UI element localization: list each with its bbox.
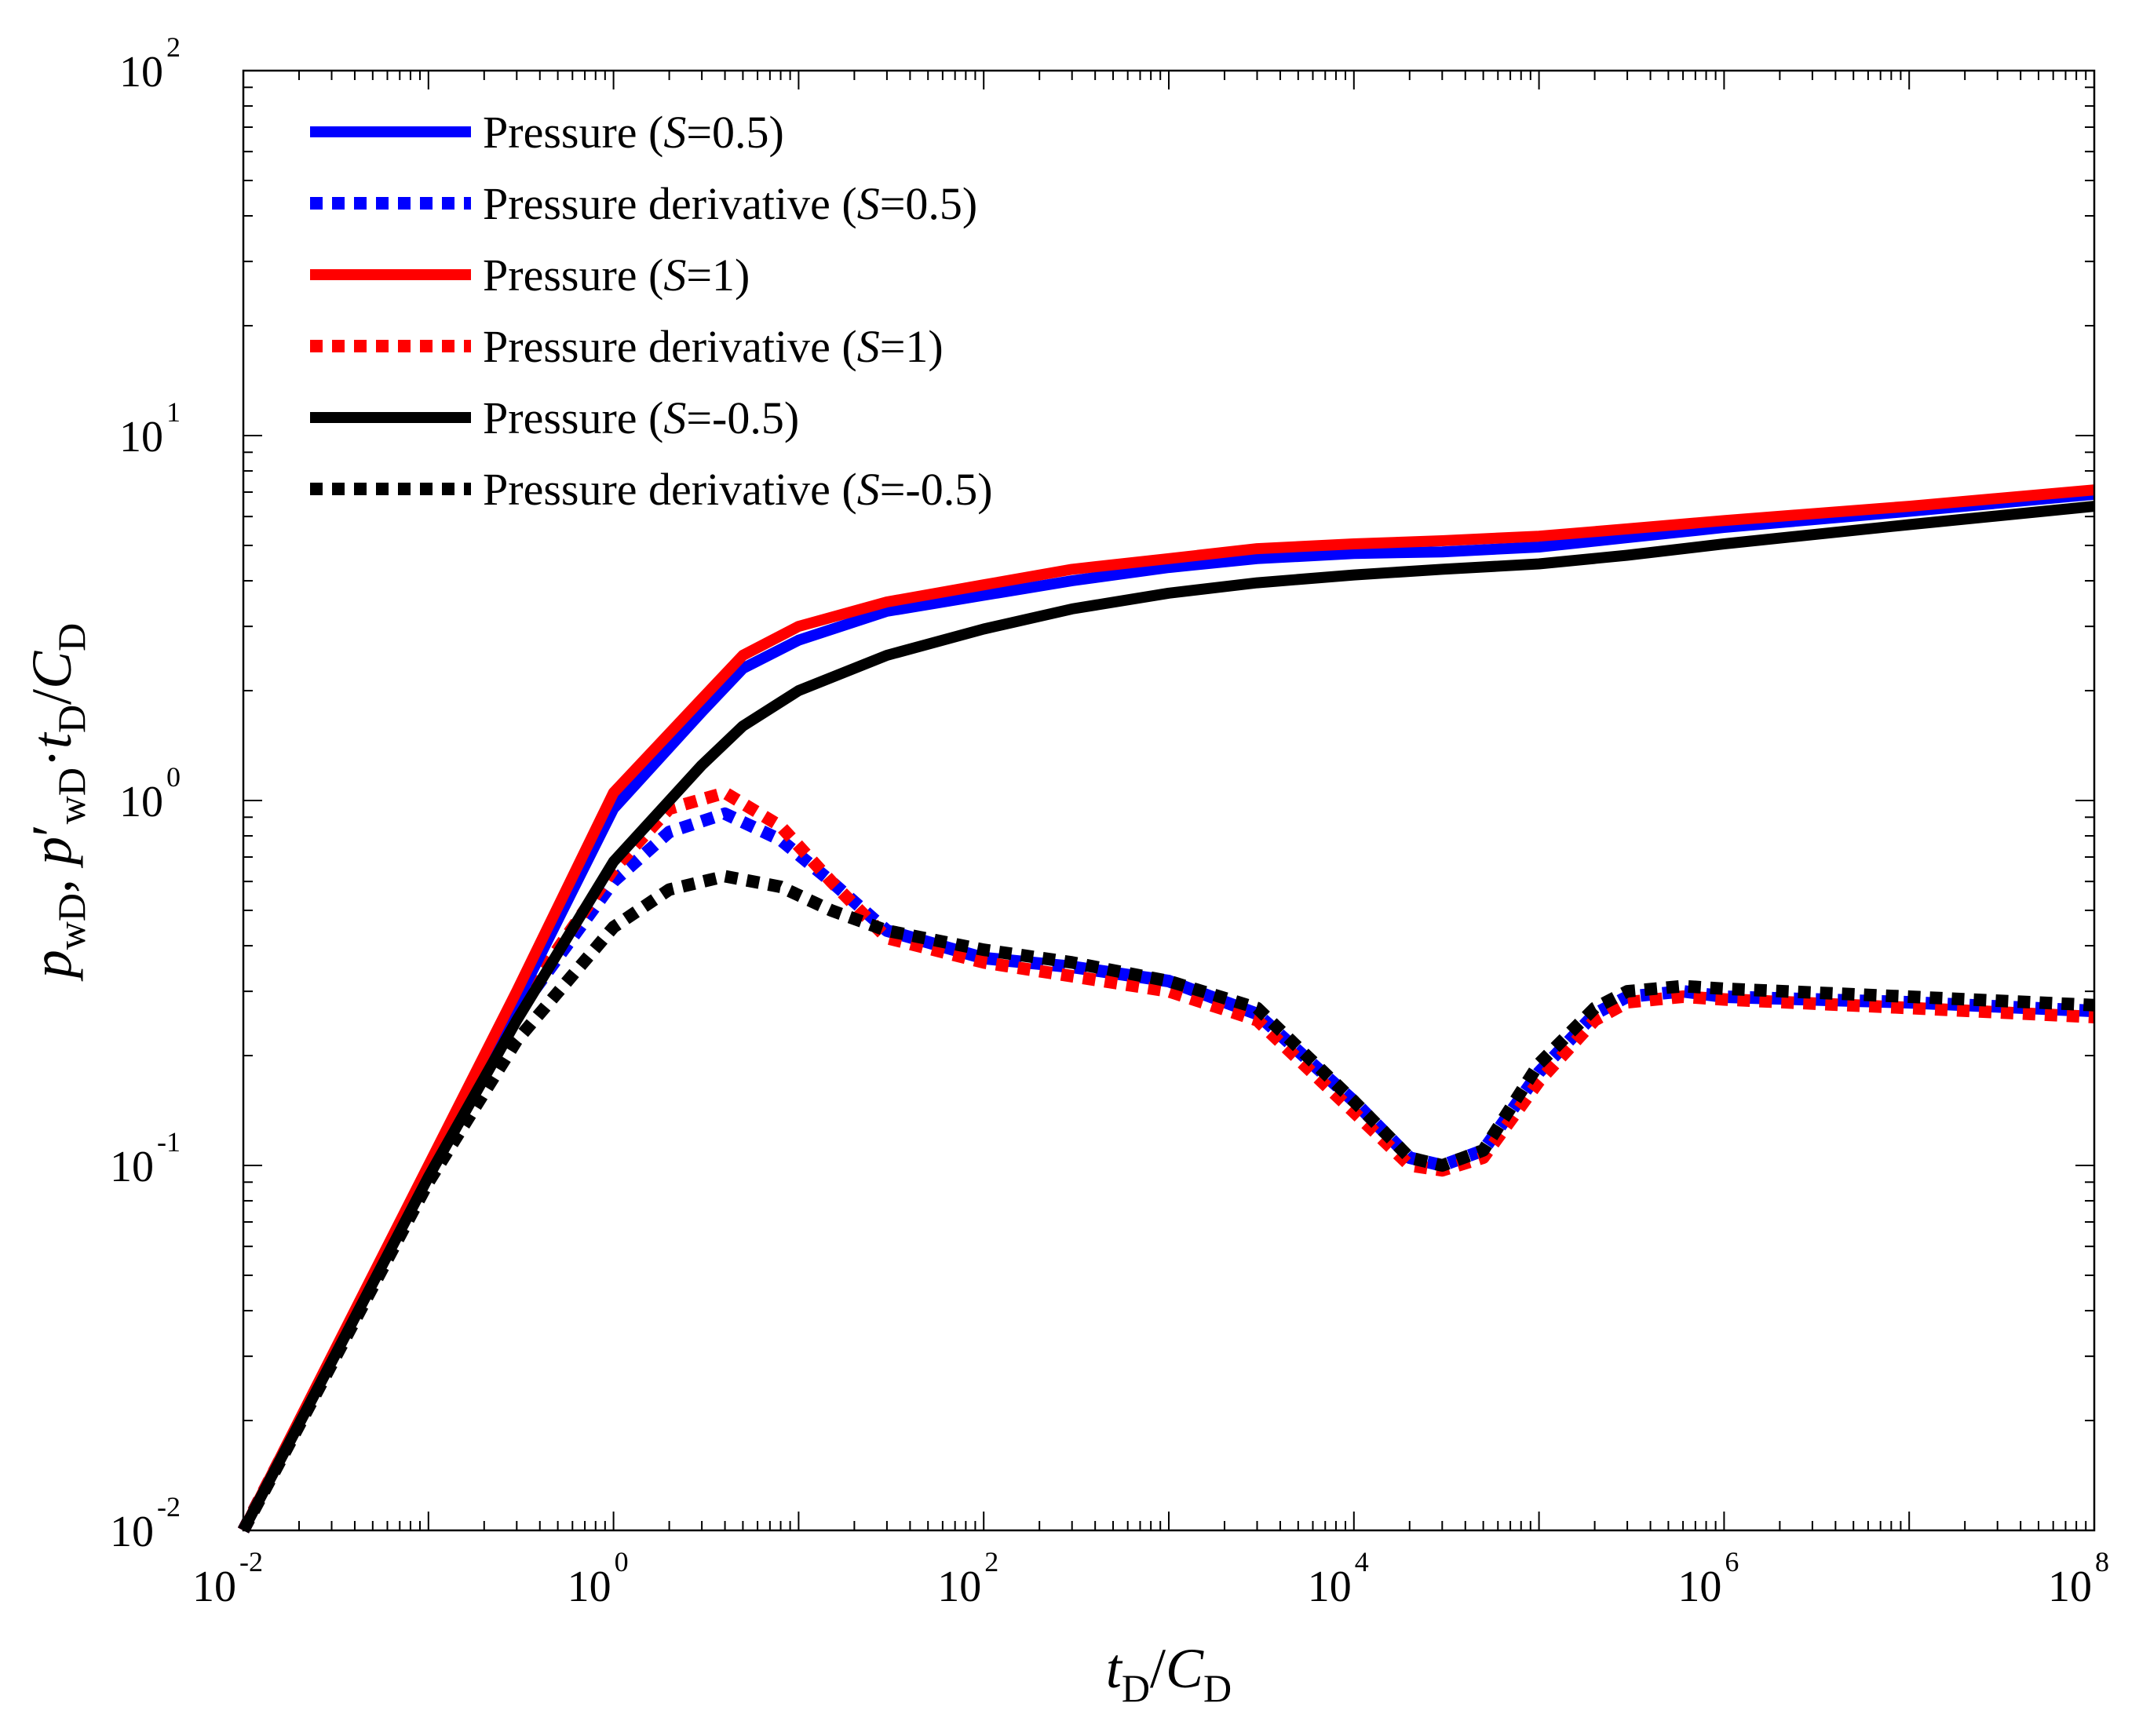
series-line-2 bbox=[238, 484, 2095, 1534]
legend-label-var: S bbox=[663, 392, 686, 443]
y-label-part: , bbox=[20, 865, 83, 893]
x-tick-base: 10 bbox=[192, 1563, 236, 1611]
x-tick-label: 104 bbox=[1308, 1546, 1369, 1611]
x-label-sub: D bbox=[1122, 1666, 1150, 1710]
y-label-part: p bbox=[20, 837, 83, 869]
y-label-part: / bbox=[20, 689, 83, 705]
x-label-sub2: D bbox=[1203, 1666, 1232, 1710]
legend-label-pre: Pressure derivative ( bbox=[483, 178, 857, 229]
x-tick-exp: 4 bbox=[1355, 1546, 1369, 1577]
legend: Pressure (S=0.5)Pressure derivative (S=0… bbox=[310, 107, 993, 515]
y-tick-label: 10-2 bbox=[110, 1491, 181, 1556]
y-label-part: wD bbox=[49, 768, 93, 824]
legend-label-var: S bbox=[857, 178, 880, 229]
y-tick-base: 10 bbox=[110, 1508, 154, 1556]
x-tick-label: 10-2 bbox=[192, 1546, 263, 1611]
legend-label: Pressure (S=0.5) bbox=[483, 107, 784, 158]
plot-frame bbox=[242, 69, 2096, 1532]
y-tick-label: 10-1 bbox=[110, 1126, 181, 1191]
series-line-4 bbox=[238, 501, 2095, 1534]
legend-label: Pressure derivative (S=-0.5) bbox=[483, 464, 993, 515]
x-label-sep: / bbox=[1150, 1637, 1166, 1700]
x-tick-base: 10 bbox=[568, 1563, 611, 1611]
legend-label-var: S bbox=[857, 321, 880, 372]
minor-ticks bbox=[243, 71, 2094, 1530]
legend-label-var: S bbox=[663, 250, 686, 301]
series-line-3 bbox=[237, 786, 2095, 1534]
x-tick-exp: 8 bbox=[2095, 1546, 2109, 1577]
y-tick-exp: 0 bbox=[166, 761, 181, 793]
legend-label: Pressure (S=-0.5) bbox=[483, 392, 799, 443]
y-tick-base: 10 bbox=[119, 413, 163, 461]
y-tick-label: 101 bbox=[119, 396, 181, 461]
legend-label: Pressure derivative (S=0.5) bbox=[483, 178, 977, 229]
legend-label: Pressure derivative (S=1) bbox=[483, 321, 944, 372]
y-tick-exp: -1 bbox=[157, 1126, 181, 1158]
legend-label-post: =1) bbox=[880, 321, 944, 372]
x-tick-exp: 0 bbox=[615, 1546, 629, 1577]
legend-label-pre: Pressure derivative ( bbox=[483, 321, 857, 372]
x-label-main: t bbox=[1106, 1637, 1123, 1700]
y-label-part: p bbox=[20, 950, 83, 982]
x-tick-exp: -2 bbox=[239, 1546, 263, 1577]
x-tick-exp: 6 bbox=[1725, 1546, 1739, 1577]
legend-label: Pressure (S=1) bbox=[483, 250, 750, 301]
legend-label-post: =-0.5) bbox=[686, 392, 799, 443]
series-line-0 bbox=[238, 488, 2095, 1534]
legend-label-post: =0.5) bbox=[686, 107, 784, 158]
y-tick-label: 100 bbox=[119, 761, 181, 826]
x-label-main2: C bbox=[1166, 1637, 1204, 1700]
x-tick-label: 106 bbox=[1677, 1546, 1739, 1611]
y-tick-exp: -2 bbox=[157, 1491, 181, 1523]
y-tick-label: 102 bbox=[119, 31, 181, 97]
x-tick-label: 102 bbox=[937, 1546, 998, 1611]
y-tick-base: 10 bbox=[119, 778, 163, 826]
x-tick-label: 100 bbox=[568, 1546, 629, 1611]
y-tick-exp: 1 bbox=[166, 396, 181, 428]
x-tick-label: 108 bbox=[2048, 1546, 2109, 1611]
y-label-part: D bbox=[49, 623, 93, 651]
legend-label-var: S bbox=[663, 107, 686, 158]
y-tick-exp: 2 bbox=[166, 31, 181, 63]
legend-label-pre: Pressure derivative ( bbox=[483, 464, 857, 515]
legend-label-var: S bbox=[857, 464, 880, 515]
x-tick-base: 10 bbox=[1677, 1563, 1721, 1611]
y-axis-label: pwD, p′wD·tD/CD bbox=[20, 623, 93, 982]
x-tick-exp: 2 bbox=[984, 1546, 998, 1577]
series-layer bbox=[237, 484, 2095, 1534]
y-tick-base: 10 bbox=[110, 1143, 154, 1191]
y-label-part: ′ bbox=[20, 824, 83, 837]
y-label-part: wD bbox=[49, 893, 93, 950]
x-tick-base: 10 bbox=[937, 1563, 981, 1611]
legend-label-post: =-0.5) bbox=[880, 464, 993, 515]
x-tick-base: 10 bbox=[2048, 1563, 2092, 1611]
y-label-part: t bbox=[20, 731, 83, 749]
x-tick-base: 10 bbox=[1308, 1563, 1352, 1611]
legend-label-post: =0.5) bbox=[880, 178, 978, 229]
y-tick-base: 10 bbox=[119, 48, 163, 97]
legend-label-pre: Pressure ( bbox=[483, 392, 663, 443]
legend-label-pre: Pressure ( bbox=[483, 107, 663, 158]
legend-label-pre: Pressure ( bbox=[483, 250, 663, 301]
y-label-part: · bbox=[20, 749, 83, 768]
legend-label-post: =1) bbox=[686, 250, 750, 301]
y-label-part: D bbox=[49, 705, 93, 733]
series-line-1 bbox=[237, 807, 2095, 1534]
x-axis-label: tD/CD bbox=[1106, 1637, 1232, 1710]
y-label-part: C bbox=[20, 651, 83, 689]
